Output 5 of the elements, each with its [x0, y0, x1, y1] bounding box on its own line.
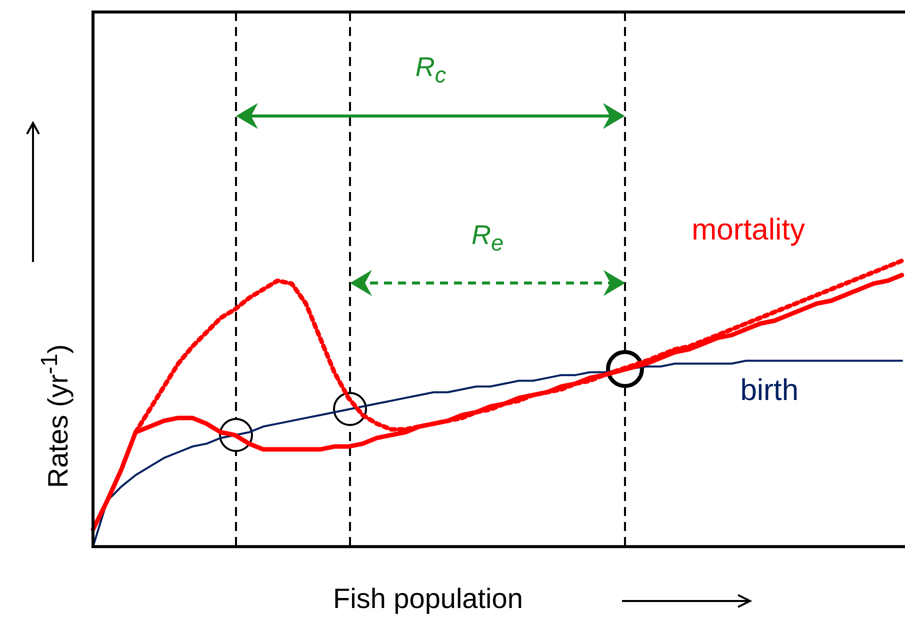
text: R$_{c}$ [415, 52, 446, 88]
series-label: mortality [692, 213, 806, 246]
x-axis-title: Fish population [333, 583, 523, 615]
text: R$_{e}$ [472, 220, 504, 256]
series-label: birth [740, 374, 799, 407]
